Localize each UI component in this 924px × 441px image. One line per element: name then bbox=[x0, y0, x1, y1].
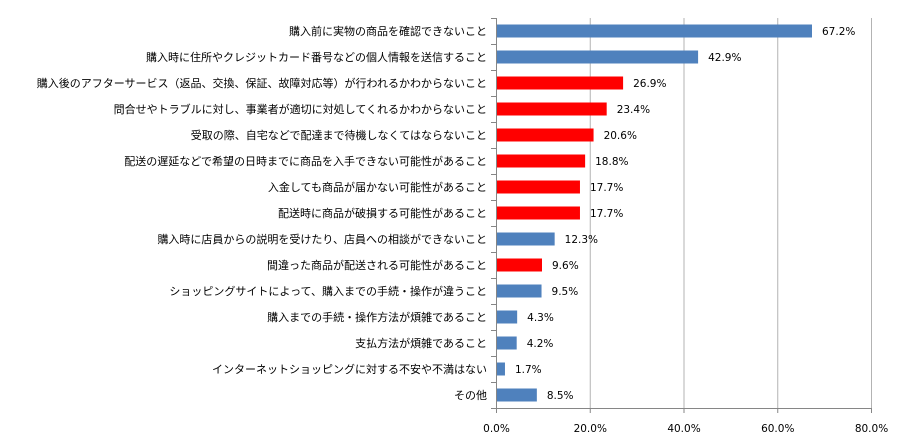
value-label: 4.3% bbox=[527, 312, 554, 324]
bar bbox=[497, 180, 580, 194]
category-label: 支払方法が煩雑であること bbox=[355, 336, 487, 350]
value-label: 17.7% bbox=[590, 208, 623, 220]
x-tick-label: 0.0% bbox=[483, 423, 510, 435]
bar bbox=[497, 154, 586, 168]
x-tick-label: 80.0% bbox=[855, 423, 888, 435]
bar bbox=[497, 336, 517, 350]
bar bbox=[497, 76, 624, 90]
bar bbox=[497, 128, 594, 142]
category-label: 受取の際、自宅などで配達まで待機しなくてはならないこと bbox=[191, 128, 487, 142]
bar bbox=[497, 232, 555, 246]
bar bbox=[497, 362, 505, 376]
category-label: 入金しても商品が届かない可能性があること bbox=[268, 180, 487, 194]
value-label: 18.8% bbox=[595, 156, 628, 168]
x-tick-label: 60.0% bbox=[761, 423, 794, 435]
x-tick-label: 40.0% bbox=[667, 423, 700, 435]
value-label: 12.3% bbox=[565, 234, 598, 246]
bar bbox=[497, 284, 542, 298]
category-label: 購入前に実物の商品を確認できないこと bbox=[289, 24, 487, 38]
value-label: 23.4% bbox=[617, 104, 650, 116]
bar bbox=[497, 206, 580, 220]
category-label: 購入時に店員からの説明を受けたり、店員への相談ができないこと bbox=[157, 232, 487, 246]
category-label: 購入までの手続・操作方法が煩雑であること bbox=[267, 310, 487, 324]
category-label: 購入後のアフターサービス（返品、交換、保証、故障対応等）が行われるかわからないこ… bbox=[37, 76, 487, 90]
bar bbox=[497, 388, 537, 402]
value-label: 9.5% bbox=[552, 286, 579, 298]
value-label: 17.7% bbox=[590, 182, 623, 194]
bar bbox=[497, 258, 542, 272]
category-label: 配送の遅延などで希望の日時までに商品を入手できない可能性があること bbox=[124, 154, 487, 168]
value-label: 4.2% bbox=[527, 338, 554, 350]
value-label: 8.5% bbox=[547, 390, 574, 402]
value-label: 1.7% bbox=[515, 364, 542, 376]
bar bbox=[497, 50, 699, 64]
category-label: インターネットショッピングに対する不安や不満はない bbox=[212, 362, 487, 376]
category-label: 購入時に住所やクレジットカード番号などの個人情報を送信すること bbox=[146, 50, 487, 64]
category-label: その他 bbox=[454, 389, 487, 402]
category-label: 配送時に商品が破損する可能性があること bbox=[278, 206, 487, 220]
value-label: 9.6% bbox=[552, 260, 579, 272]
bar bbox=[497, 310, 518, 324]
category-label: ショッピングサイトによって、購入までの手続・操作が違うこと bbox=[169, 284, 487, 298]
x-tick-label: 20.0% bbox=[574, 423, 607, 435]
value-label: 42.9% bbox=[708, 52, 741, 64]
value-label: 67.2% bbox=[822, 26, 855, 38]
bar bbox=[497, 24, 812, 38]
value-label: 20.6% bbox=[604, 130, 637, 142]
bar bbox=[497, 102, 607, 116]
category-label: 問合せやトラブルに対し、事業者が適切に対処してくれるかわからないこと bbox=[114, 102, 487, 116]
category-label: 間違った商品が配送される可能性があること bbox=[267, 258, 487, 272]
value-label: 26.9% bbox=[633, 78, 666, 90]
